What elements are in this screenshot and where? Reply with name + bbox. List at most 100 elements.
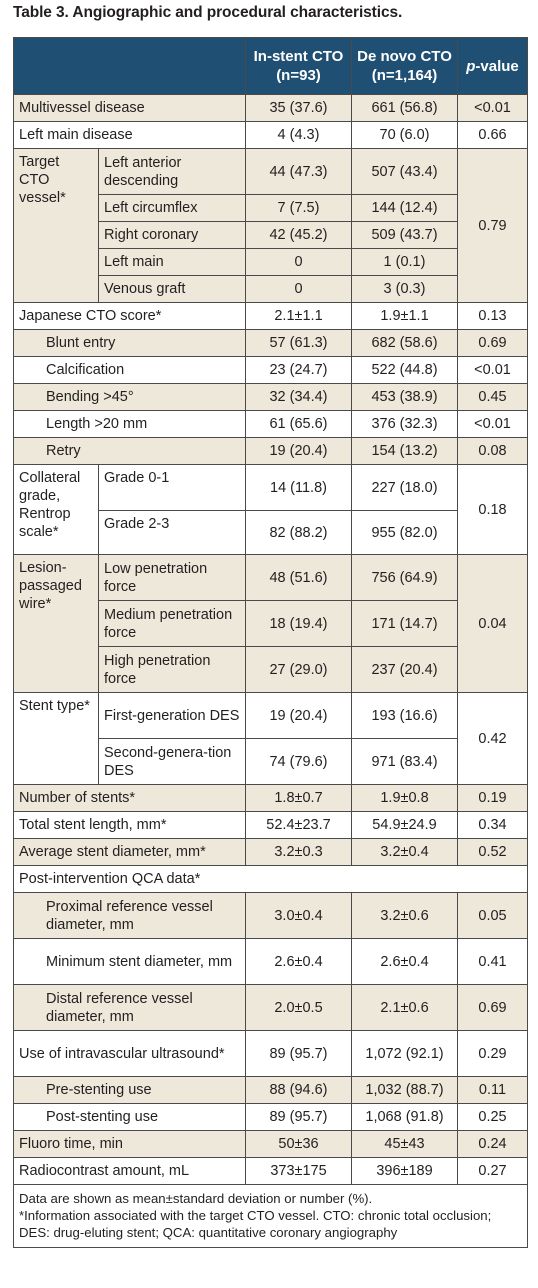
cell-in-stent: 19 (20.4) [245, 692, 352, 739]
row-label: Minimum stent diameter, mm [13, 938, 246, 985]
section-label: Post-intervention QCA data* [13, 865, 528, 893]
cell-de-novo: 2.1±0.6 [351, 984, 458, 1031]
cell-de-novo: 682 (58.6) [351, 329, 458, 357]
table-row: Right coronary 42 (45.2) 509 (43.7) [14, 221, 528, 249]
row-label: Post-stenting use [13, 1103, 246, 1131]
table-row: Fluoro time, min 50±36 45±43 0.24 [13, 1130, 528, 1158]
table-row: Retry 19 (20.4) 154 (13.2) 0.08 [13, 437, 528, 465]
cell-de-novo: 756 (64.9) [351, 554, 458, 601]
cell-p-value: 0.25 [457, 1103, 528, 1131]
table-row: Total stent length, mm* 52.4±23.7 54.9±2… [13, 811, 528, 839]
table-row: Calcification 23 (24.7) 522 (44.8) <0.01 [13, 356, 528, 384]
cell-in-stent: 52.4±23.7 [245, 811, 352, 839]
cell-in-stent: 373±175 [245, 1157, 352, 1185]
footnote-line: *Information associated with the target … [19, 1208, 492, 1240]
cell-p-value: 0.41 [457, 938, 528, 985]
row-label: Medium penetration force [98, 600, 246, 647]
row-label: Low penetration force [98, 554, 246, 601]
cell-de-novo: 1 (0.1) [351, 248, 458, 276]
cell-de-novo: 54.9±24.9 [351, 811, 458, 839]
table-row: Multivessel disease 35 (37.6) 661 (56.8)… [13, 94, 528, 122]
cell-in-stent: 74 (79.6) [245, 738, 352, 785]
table-row: Left circumflex 7 (7.5) 144 (12.4) [14, 194, 528, 222]
cell-p-value: 0.18 [457, 464, 528, 555]
cell-in-stent: 2.6±0.4 [245, 938, 352, 985]
cell-p-value: 0.42 [457, 692, 528, 785]
row-label: Average stent diameter, mm* [13, 838, 246, 866]
cell-de-novo: 2.6±0.4 [351, 938, 458, 985]
cell-in-stent: 89 (95.7) [245, 1030, 352, 1077]
cell-p-value: 0.66 [457, 121, 528, 149]
cell-de-novo: 237 (20.4) [351, 646, 458, 693]
table-row: Distal reference vessel diameter, mm 2.0… [13, 984, 528, 1031]
row-label: Use of intravascular ultrasound* [13, 1030, 246, 1077]
cell-de-novo: 70 (6.0) [351, 121, 458, 149]
row-label: Pre-stenting use [13, 1076, 246, 1104]
table-row: Proximal reference vessel diameter, mm 3… [13, 892, 528, 939]
row-label: Radiocontrast amount, mL [13, 1157, 246, 1185]
cell-de-novo: 1,068 (91.8) [351, 1103, 458, 1131]
cell-p-value: 0.24 [457, 1130, 528, 1158]
table-row: Lesion-passaged wire* Low penetration fo… [13, 554, 528, 693]
table-row: Radiocontrast amount, mL 373±175 396±189… [13, 1157, 528, 1185]
cell-in-stent: 48 (51.6) [245, 554, 352, 601]
cell-de-novo: 661 (56.8) [351, 94, 458, 122]
header-de-novo: De novo CTO (n=1,164) [351, 37, 458, 95]
row-label: Retry [13, 437, 246, 465]
cell-p-value: <0.01 [457, 94, 528, 122]
cell-in-stent: 1.8±0.7 [245, 784, 352, 812]
cell-p-value: <0.01 [457, 410, 528, 438]
cell-p-value: 0.34 [457, 811, 528, 839]
table-row: Japanese CTO score* 2.1±1.1 1.9±1.1 0.13 [13, 302, 528, 330]
row-label: Multivessel disease [13, 94, 246, 122]
cell-p-value: 0.69 [457, 329, 528, 357]
cell-in-stent: 42 (45.2) [245, 221, 352, 249]
cell-p-value: 0.13 [457, 302, 528, 330]
cell-de-novo: 154 (13.2) [351, 437, 458, 465]
cell-p-value: 0.79 [457, 148, 528, 303]
cell-p-value: 0.19 [457, 784, 528, 812]
row-label: Distal reference vessel diameter, mm [13, 984, 246, 1031]
cell-p-value: 0.11 [457, 1076, 528, 1104]
row-label: Japanese CTO score* [13, 302, 246, 330]
cell-de-novo: 3.2±0.6 [351, 892, 458, 939]
cell-de-novo: 971 (83.4) [351, 738, 458, 785]
header-p-value: p-value [457, 37, 528, 95]
cell-de-novo: 509 (43.7) [351, 221, 458, 249]
header-in-stent: In-stent CTO (n=93) [245, 37, 352, 95]
cell-in-stent: 89 (95.7) [245, 1103, 352, 1131]
row-label: Venous graft [98, 275, 246, 303]
group-label: Target CTO vessel* [13, 148, 99, 303]
cell-in-stent: 2.0±0.5 [245, 984, 352, 1031]
cell-de-novo: 45±43 [351, 1130, 458, 1158]
row-label: Grade 2-3 [98, 510, 246, 555]
cell-p-value: 0.05 [457, 892, 528, 939]
row-label: Fluoro time, min [13, 1130, 246, 1158]
footnote-line: Data are shown as mean±standard deviatio… [19, 1191, 373, 1206]
cell-in-stent: 23 (24.7) [245, 356, 352, 384]
cell-de-novo: 144 (12.4) [351, 194, 458, 222]
cell-de-novo: 3 (0.3) [351, 275, 458, 303]
cell-in-stent: 35 (37.6) [245, 94, 352, 122]
table-row: Post-stenting use 89 (95.7) 1,068 (91.8)… [13, 1103, 528, 1131]
cell-in-stent: 7 (7.5) [245, 194, 352, 222]
cell-de-novo: 171 (14.7) [351, 600, 458, 647]
table-row: Post-intervention QCA data* [13, 865, 528, 893]
cell-in-stent: 82 (88.2) [245, 510, 352, 555]
table-row: Minimum stent diameter, mm 2.6±0.4 2.6±0… [13, 938, 528, 985]
cell-in-stent: 27 (29.0) [245, 646, 352, 693]
header-blank [13, 37, 246, 95]
cell-in-stent: 3.2±0.3 [245, 838, 352, 866]
table-row: Medium penetration force 18 (19.4) 171 (… [14, 600, 528, 647]
table-row: Grade 2-3 82 (88.2) 955 (82.0) [14, 510, 528, 555]
row-label: Length >20 mm [13, 410, 246, 438]
table-footnote: Data are shown as mean±standard deviatio… [13, 1184, 528, 1248]
table-row: Target CTO vessel* Left anterior descend… [13, 148, 528, 303]
cell-de-novo: 193 (16.6) [351, 692, 458, 739]
row-label: Number of stents* [13, 784, 246, 812]
group-label: Lesion-passaged wire* [13, 554, 99, 693]
table-row: Second-genera-tion DES 74 (79.6) 971 (83… [14, 738, 528, 785]
cell-in-stent: 2.1±1.1 [245, 302, 352, 330]
cell-in-stent: 88 (94.6) [245, 1076, 352, 1104]
